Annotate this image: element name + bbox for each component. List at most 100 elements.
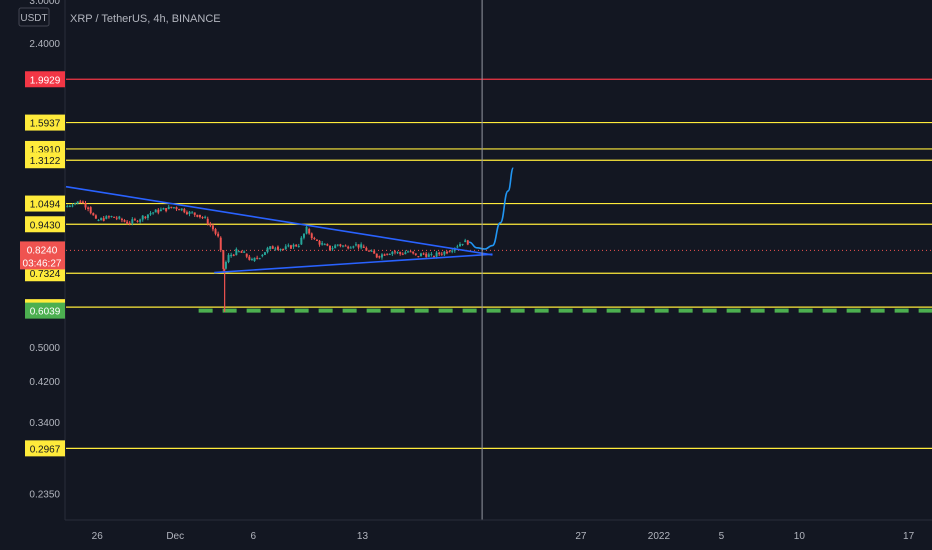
candle-body — [191, 212, 194, 214]
candle-body — [167, 206, 170, 210]
candle-body — [399, 252, 402, 254]
candle-body — [178, 209, 181, 211]
candle-body — [105, 216, 108, 219]
candle-body — [341, 245, 344, 247]
price-axis[interactable]: 3.0000 2.4000 0.5000 0.4200 0.3400 0.2350 — [29, 0, 60, 501]
y-tick-label: 0.4200 — [29, 377, 60, 388]
candle-body — [123, 220, 126, 222]
candle-body — [347, 246, 350, 249]
candle-body — [435, 252, 438, 257]
candle-body — [344, 245, 347, 247]
candle-body — [113, 216, 116, 218]
candle-body — [232, 254, 235, 256]
candle-body — [417, 256, 420, 258]
candle-body — [386, 253, 389, 255]
candle-body — [362, 246, 365, 248]
candle-body — [193, 212, 196, 215]
trendline-upper[interactable] — [65, 185, 493, 256]
candle-body — [74, 203, 77, 205]
candle-body — [365, 247, 368, 251]
candle-body — [438, 252, 441, 255]
candle-body — [81, 201, 84, 204]
price-level-label: 1.3122 — [30, 156, 61, 167]
candle-body — [157, 209, 160, 213]
candle-body — [66, 205, 69, 208]
candle-body — [152, 212, 155, 214]
y-tick-label: 3.0000 — [29, 0, 60, 7]
candle-body — [456, 246, 459, 248]
candle-body — [79, 201, 82, 203]
candle-body — [313, 238, 316, 240]
x-tick-label: Dec — [166, 531, 184, 542]
candle-body — [466, 240, 469, 245]
candle-body — [120, 218, 123, 221]
candle-body — [131, 219, 134, 224]
candle-body — [274, 248, 277, 250]
x-tick-label: 5 — [719, 531, 725, 542]
candle-body — [263, 252, 266, 255]
candle-body — [427, 254, 430, 257]
price-level-badge — [25, 114, 65, 131]
candle-body — [146, 214, 149, 218]
price-level-label: 1.9929 — [30, 75, 61, 86]
candle-body — [357, 244, 360, 248]
candle-body — [204, 216, 207, 218]
candle-body — [128, 222, 131, 224]
candle-body — [406, 251, 409, 253]
candle-body — [297, 246, 300, 248]
trendline-lower[interactable] — [214, 253, 493, 274]
candle-body — [432, 256, 435, 258]
price-level-badge — [25, 195, 65, 212]
candle-body — [243, 251, 246, 253]
candle-body — [326, 244, 329, 246]
support-level-badge — [25, 302, 65, 319]
candle-body — [328, 245, 331, 251]
candle-body — [284, 246, 287, 250]
projection-curve[interactable] — [468, 167, 515, 250]
symbol-title[interactable]: XRP / TetherUS, 4h, BINANCE — [70, 13, 221, 25]
candle-body — [185, 212, 188, 215]
candle-body — [196, 214, 199, 217]
currency-badge[interactable] — [18, 7, 50, 27]
candle-body — [323, 244, 326, 246]
y-tick-label: 0.3400 — [29, 418, 60, 429]
x-tick-label: 2022 — [648, 531, 671, 542]
x-tick-label: 26 — [92, 531, 104, 542]
candle-body — [315, 239, 318, 241]
candle-body — [261, 254, 264, 257]
candle-body — [68, 205, 71, 207]
candle-body — [237, 251, 240, 253]
candle-body — [360, 244, 363, 248]
candle-body — [144, 216, 147, 218]
price-level-label: 1.5937 — [30, 119, 61, 130]
price-level-badge — [25, 440, 65, 457]
candle-body — [141, 215, 144, 220]
candle-body — [230, 254, 233, 257]
candle-body — [443, 251, 446, 255]
candle-body — [235, 248, 238, 256]
time-axis[interactable]: 26 Dec 6 13 27 2022 5 10 17 — [92, 531, 915, 542]
candle-body — [331, 248, 334, 250]
candle-body — [404, 252, 407, 255]
candle-body — [308, 229, 311, 234]
candle-body — [222, 250, 225, 269]
candle-body — [396, 252, 399, 254]
candle-body — [209, 224, 212, 226]
candle-body — [271, 246, 274, 249]
candle-body — [310, 233, 313, 239]
candle-body — [118, 216, 121, 219]
candle-body — [380, 254, 383, 258]
candle-body — [352, 246, 355, 248]
candle-body — [451, 250, 454, 252]
trendline-group — [65, 167, 515, 274]
candle-body — [383, 254, 386, 256]
candle-body — [448, 251, 451, 253]
candle-body — [172, 207, 175, 209]
candle-body — [419, 253, 422, 257]
x-tick-label: 13 — [357, 531, 369, 542]
candle-body — [370, 250, 373, 252]
time-axis-background — [0, 520, 932, 550]
candle-body — [136, 220, 139, 222]
